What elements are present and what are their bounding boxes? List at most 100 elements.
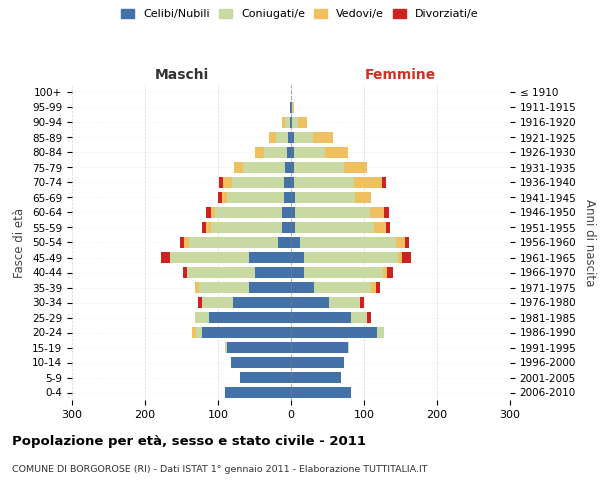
Bar xyxy=(287,146,291,158)
Bar xyxy=(219,176,223,188)
Bar xyxy=(294,132,313,143)
Bar xyxy=(183,266,187,278)
Bar xyxy=(294,162,344,173)
Text: Femmine: Femmine xyxy=(365,68,436,82)
Bar xyxy=(383,266,388,278)
Bar xyxy=(398,252,402,264)
Bar xyxy=(227,342,291,353)
Bar xyxy=(202,222,206,234)
Bar xyxy=(226,386,291,398)
Bar xyxy=(329,296,359,308)
Bar xyxy=(264,146,287,158)
Bar xyxy=(295,192,355,203)
Y-axis label: Fasce di età: Fasce di età xyxy=(13,208,26,278)
Bar xyxy=(206,222,211,234)
Bar xyxy=(291,236,300,248)
Bar xyxy=(180,236,184,248)
Bar xyxy=(291,312,351,324)
Bar xyxy=(295,222,374,234)
Bar xyxy=(254,266,291,278)
Bar xyxy=(284,192,291,203)
Bar xyxy=(215,206,282,218)
Bar xyxy=(405,236,409,248)
Text: Popolazione per età, sesso e stato civile - 2011: Popolazione per età, sesso e stato civil… xyxy=(12,435,366,448)
Bar xyxy=(291,326,377,338)
Bar xyxy=(291,162,294,173)
Bar xyxy=(376,282,380,294)
Bar xyxy=(298,116,307,128)
Bar xyxy=(291,266,304,278)
Bar xyxy=(291,356,344,368)
Bar xyxy=(291,176,294,188)
Bar xyxy=(282,222,291,234)
Bar xyxy=(218,192,223,203)
Bar xyxy=(292,102,293,114)
Bar xyxy=(170,252,248,264)
Bar xyxy=(348,342,349,353)
Bar xyxy=(223,176,232,188)
Bar xyxy=(291,146,294,158)
Bar xyxy=(243,162,285,173)
Bar xyxy=(248,252,291,264)
Bar xyxy=(367,312,371,324)
Bar xyxy=(211,206,215,218)
Bar xyxy=(351,312,367,324)
Bar xyxy=(255,146,264,158)
Bar xyxy=(370,206,385,218)
Bar xyxy=(344,162,367,173)
Bar xyxy=(377,326,385,338)
Bar xyxy=(402,252,411,264)
Bar xyxy=(277,132,288,143)
Bar xyxy=(202,326,291,338)
Bar xyxy=(304,266,383,278)
Bar xyxy=(291,282,314,294)
Bar xyxy=(285,116,290,128)
Bar xyxy=(294,176,354,188)
Bar xyxy=(223,192,227,203)
Bar xyxy=(278,236,291,248)
Bar xyxy=(291,372,341,384)
Bar xyxy=(269,132,277,143)
Bar xyxy=(371,282,376,294)
Bar xyxy=(209,312,291,324)
Bar xyxy=(189,236,278,248)
Bar xyxy=(193,326,196,338)
Bar xyxy=(388,266,393,278)
Bar xyxy=(232,176,284,188)
Bar xyxy=(292,116,298,128)
Bar xyxy=(226,342,227,353)
Bar xyxy=(291,206,295,218)
Bar xyxy=(295,206,370,218)
Bar xyxy=(290,116,291,128)
Bar xyxy=(291,116,292,128)
Bar xyxy=(382,176,386,188)
Bar xyxy=(396,236,405,248)
Bar xyxy=(291,342,348,353)
Bar xyxy=(211,222,282,234)
Bar xyxy=(240,372,291,384)
Bar xyxy=(313,132,334,143)
Bar xyxy=(231,356,291,368)
Bar xyxy=(233,296,291,308)
Bar xyxy=(291,296,329,308)
Bar xyxy=(288,132,291,143)
Text: COMUNE DI BORGOROSE (RI) - Dati ISTAT 1° gennaio 2011 - Elaborazione TUTTITALIA.: COMUNE DI BORGOROSE (RI) - Dati ISTAT 1°… xyxy=(12,465,427,474)
Bar xyxy=(284,176,291,188)
Bar xyxy=(355,192,371,203)
Bar xyxy=(187,266,254,278)
Bar xyxy=(291,192,295,203)
Bar xyxy=(374,222,386,234)
Bar xyxy=(291,386,351,398)
Bar xyxy=(281,116,285,128)
Bar xyxy=(325,146,348,158)
Bar xyxy=(282,206,291,218)
Bar xyxy=(293,102,294,114)
Bar xyxy=(291,222,295,234)
Bar xyxy=(294,146,325,158)
Bar xyxy=(290,102,291,114)
Bar xyxy=(197,296,202,308)
Bar xyxy=(161,252,170,264)
Bar xyxy=(227,192,284,203)
Bar xyxy=(194,282,199,294)
Bar xyxy=(386,222,390,234)
